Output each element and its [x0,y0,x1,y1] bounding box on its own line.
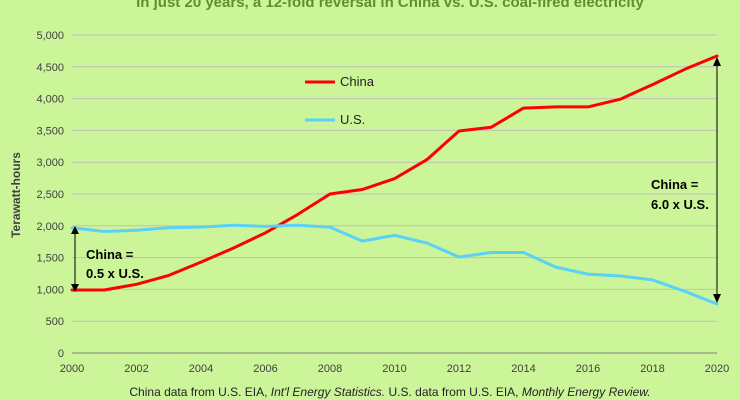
source-note-part3: U.S. data from U.S. EIA, [385,385,522,399]
gridlines [72,34,717,322]
x-tick-label: 2014 [511,363,535,375]
x-tick-label: 2010 [382,363,406,375]
annotation-left-line2: 0.5 x U.S. [86,266,144,281]
y-tick-label: 500 [46,316,64,328]
annotation-left-arrowhead-bottom [71,284,79,292]
annotation-left-line1: China = [86,247,134,262]
x-tick-label: 2000 [60,363,84,375]
y-axis-label: Terawatt-hours [9,152,23,238]
y-tick-label: 1,000 [36,284,64,296]
y-tick-label: 5,000 [36,30,64,42]
y-tick-label: 3,500 [36,125,64,137]
legend: China U.S. [305,74,375,127]
annotation-left-arrowhead-top [71,226,79,234]
source-note: China data from U.S. EIA, Int'l Energy S… [129,385,650,399]
x-tick-label: 2012 [447,363,471,375]
legend-label-china: China [340,74,375,89]
x-tick-labels: 2000 2002 2004 2006 2008 2010 2012 2014 2016 2018… [60,363,729,375]
series-line-us [70,223,719,306]
x-tick-label: 2020 [705,363,729,375]
y-tick-label: 4,500 [36,62,64,74]
x-tick-label: 2018 [640,363,664,375]
y-tick-label: 1,500 [36,253,64,265]
source-note-part1: China data from U.S. EIA, [129,385,270,399]
annotation-right-arrowhead-bottom [713,294,721,303]
annotation-right-line1: China = [651,177,699,192]
annotation-right-arrowhead-top [713,57,721,66]
y-tick-label: 2,500 [36,189,64,201]
y-tick-label: 3,000 [36,157,64,169]
y-tick-label: 2,000 [36,221,64,233]
annotation-right-line2: 6.0 x U.S. [651,197,709,212]
source-note-part4: Monthly Energy Review. [522,385,651,399]
y-tick-label: 0 [58,348,64,360]
y-tick-label: 4,000 [36,94,64,106]
x-tick-label: 2008 [318,363,342,375]
x-tick-label: 2016 [576,363,600,375]
x-tick-label: 2002 [124,363,148,375]
chart-title: In just 20 years, a 12-fold reversal in … [136,0,644,11]
x-tick-label: 2004 [189,363,213,375]
source-note-part2: Int'l Energy Statistics. [271,385,385,399]
series-line-china [70,54,719,292]
series-lines [70,54,719,306]
annotation-left: China = 0.5 x U.S. [71,226,144,292]
x-tick-label: 2006 [253,363,277,375]
annotation-right: China = 6.0 x U.S. [651,57,721,303]
y-tick-labels: 0 500 1,000 1,500 2,000 2,500 3,000 3,500 4,000 4… [36,30,64,360]
legend-label-us: U.S. [340,112,365,127]
